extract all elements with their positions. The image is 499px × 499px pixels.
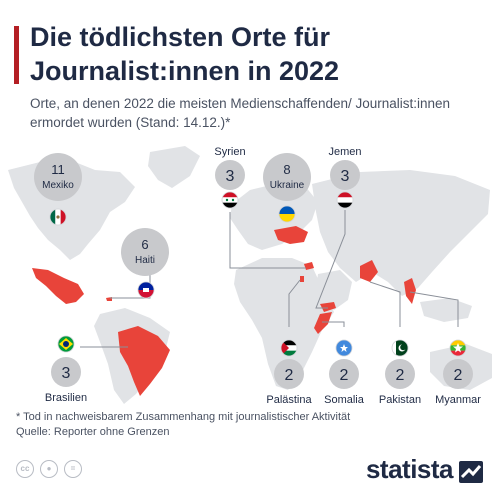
- value-label-brasilien: 3: [62, 365, 71, 382]
- value-label-pakistan: 2: [396, 367, 405, 384]
- haiti-flag: [137, 281, 155, 299]
- bubble-palaestina: [274, 359, 304, 389]
- country-syria: [304, 262, 314, 270]
- statista-logo-text[interactable]: statista: [365, 454, 454, 484]
- myanmar-flag: [449, 339, 467, 357]
- country-ukraine: [274, 226, 308, 244]
- world-map: 11 Mexiko 8 Ukraine 6 Haiti 3 Syrien 3 Jemen 3 Bras…: [8, 146, 492, 406]
- yemen-flag: [336, 191, 354, 209]
- value-label-jemen: 3: [341, 168, 350, 185]
- country-label-ukraine: Ukraine: [270, 180, 305, 191]
- connector-myanmar: [409, 291, 459, 327]
- value-label-somalia: 2: [340, 367, 349, 384]
- connector-lines: [80, 210, 459, 348]
- mexico-flag: [49, 208, 67, 226]
- map-area: 11 Mexiko 8 Ukraine 6 Haiti 3 Syrien 3 Jemen 3 Bras…: [0, 132, 499, 407]
- country-pakistan: [360, 260, 378, 282]
- syria-flag: [221, 191, 239, 209]
- bubble-somalia: [329, 359, 359, 389]
- country-label-palaestina: Palästina: [266, 394, 312, 406]
- bubble-haiti: [121, 228, 169, 276]
- equals-icon[interactable]: =: [64, 460, 82, 478]
- land-greenland: [148, 146, 200, 188]
- country-label-somalia: Somalia: [324, 394, 365, 406]
- country-label-myanmar: Myanmar: [435, 394, 481, 406]
- country-myanmar: [404, 278, 416, 304]
- statista-logo-icon[interactable]: [459, 461, 483, 483]
- chart-title: Die tödlichsten Orte für Journalist:inne…: [30, 22, 340, 86]
- land-africa: [234, 258, 334, 390]
- country-label-pakistan: Pakistan: [379, 394, 421, 406]
- brazil-flag: [57, 335, 75, 353]
- footnote-text: * Tod in nachweisbarem Zusammenhang mit …: [16, 411, 351, 423]
- value-label-palaestina: 2: [285, 367, 294, 384]
- chart-subtitle: Orte, an denen 2022 die meisten Mediensc…: [30, 96, 451, 130]
- country-somalia: [314, 312, 332, 334]
- bubble-mexiko: [34, 153, 82, 201]
- value-label-mexiko: 11: [51, 162, 65, 177]
- country-label-mexiko: Mexiko: [42, 180, 74, 191]
- bubble-ukraine: [263, 153, 311, 201]
- connector-haiti: [110, 265, 151, 299]
- bubble-pakistan: [385, 359, 415, 389]
- bubble-myanmar: [443, 359, 473, 389]
- bubble-syrien: [215, 160, 245, 190]
- connector-palestine: [288, 279, 301, 327]
- country-mexico: [32, 268, 84, 304]
- land-arabia: [316, 270, 352, 310]
- bubble-jemen: [330, 160, 360, 190]
- country-yemen: [320, 302, 336, 312]
- country-label-jemen: Jemen: [328, 146, 361, 158]
- connector-yemen: [315, 210, 346, 309]
- country-palestine: [300, 276, 304, 282]
- connector-pakistan: [369, 281, 401, 327]
- footer: cc ● = statista: [0, 448, 499, 499]
- value-label-haiti: 6: [141, 237, 148, 252]
- ukraine-flag: [278, 205, 296, 223]
- country-label-haiti: Haiti: [135, 255, 155, 266]
- pakistan-flag: [391, 339, 409, 357]
- value-label-ukraine: 8: [283, 162, 290, 177]
- bubble-brasilien: [51, 357, 81, 387]
- somalia-flag: [335, 339, 353, 357]
- value-bubbles: 11 Mexiko 8 Ukraine 6 Haiti 3 Syrien 3 Jemen 3 Bras…: [34, 146, 481, 406]
- country-label-syrien: Syrien: [214, 146, 245, 158]
- value-label-myanmar: 2: [454, 367, 463, 384]
- connector-somalia: [322, 321, 345, 327]
- title-accent-bar: [14, 26, 19, 84]
- person-icon[interactable]: ●: [40, 460, 58, 478]
- connector-syria: [229, 212, 306, 269]
- palestine-flag: [280, 339, 298, 357]
- land-se-asia: [420, 298, 472, 322]
- country-brazil: [118, 326, 170, 396]
- source-text: Quelle: Reporter ohne Grenzen: [16, 426, 170, 438]
- land-asia: [312, 170, 490, 296]
- cc-icon[interactable]: cc: [16, 460, 34, 478]
- country-label-brasilien: Brasilien: [45, 392, 87, 404]
- highlighted-countries: [32, 226, 416, 396]
- footnote-block: * Tod in nachweisbarem Zusammenhang mit …: [16, 410, 486, 440]
- value-label-syrien: 3: [226, 168, 235, 185]
